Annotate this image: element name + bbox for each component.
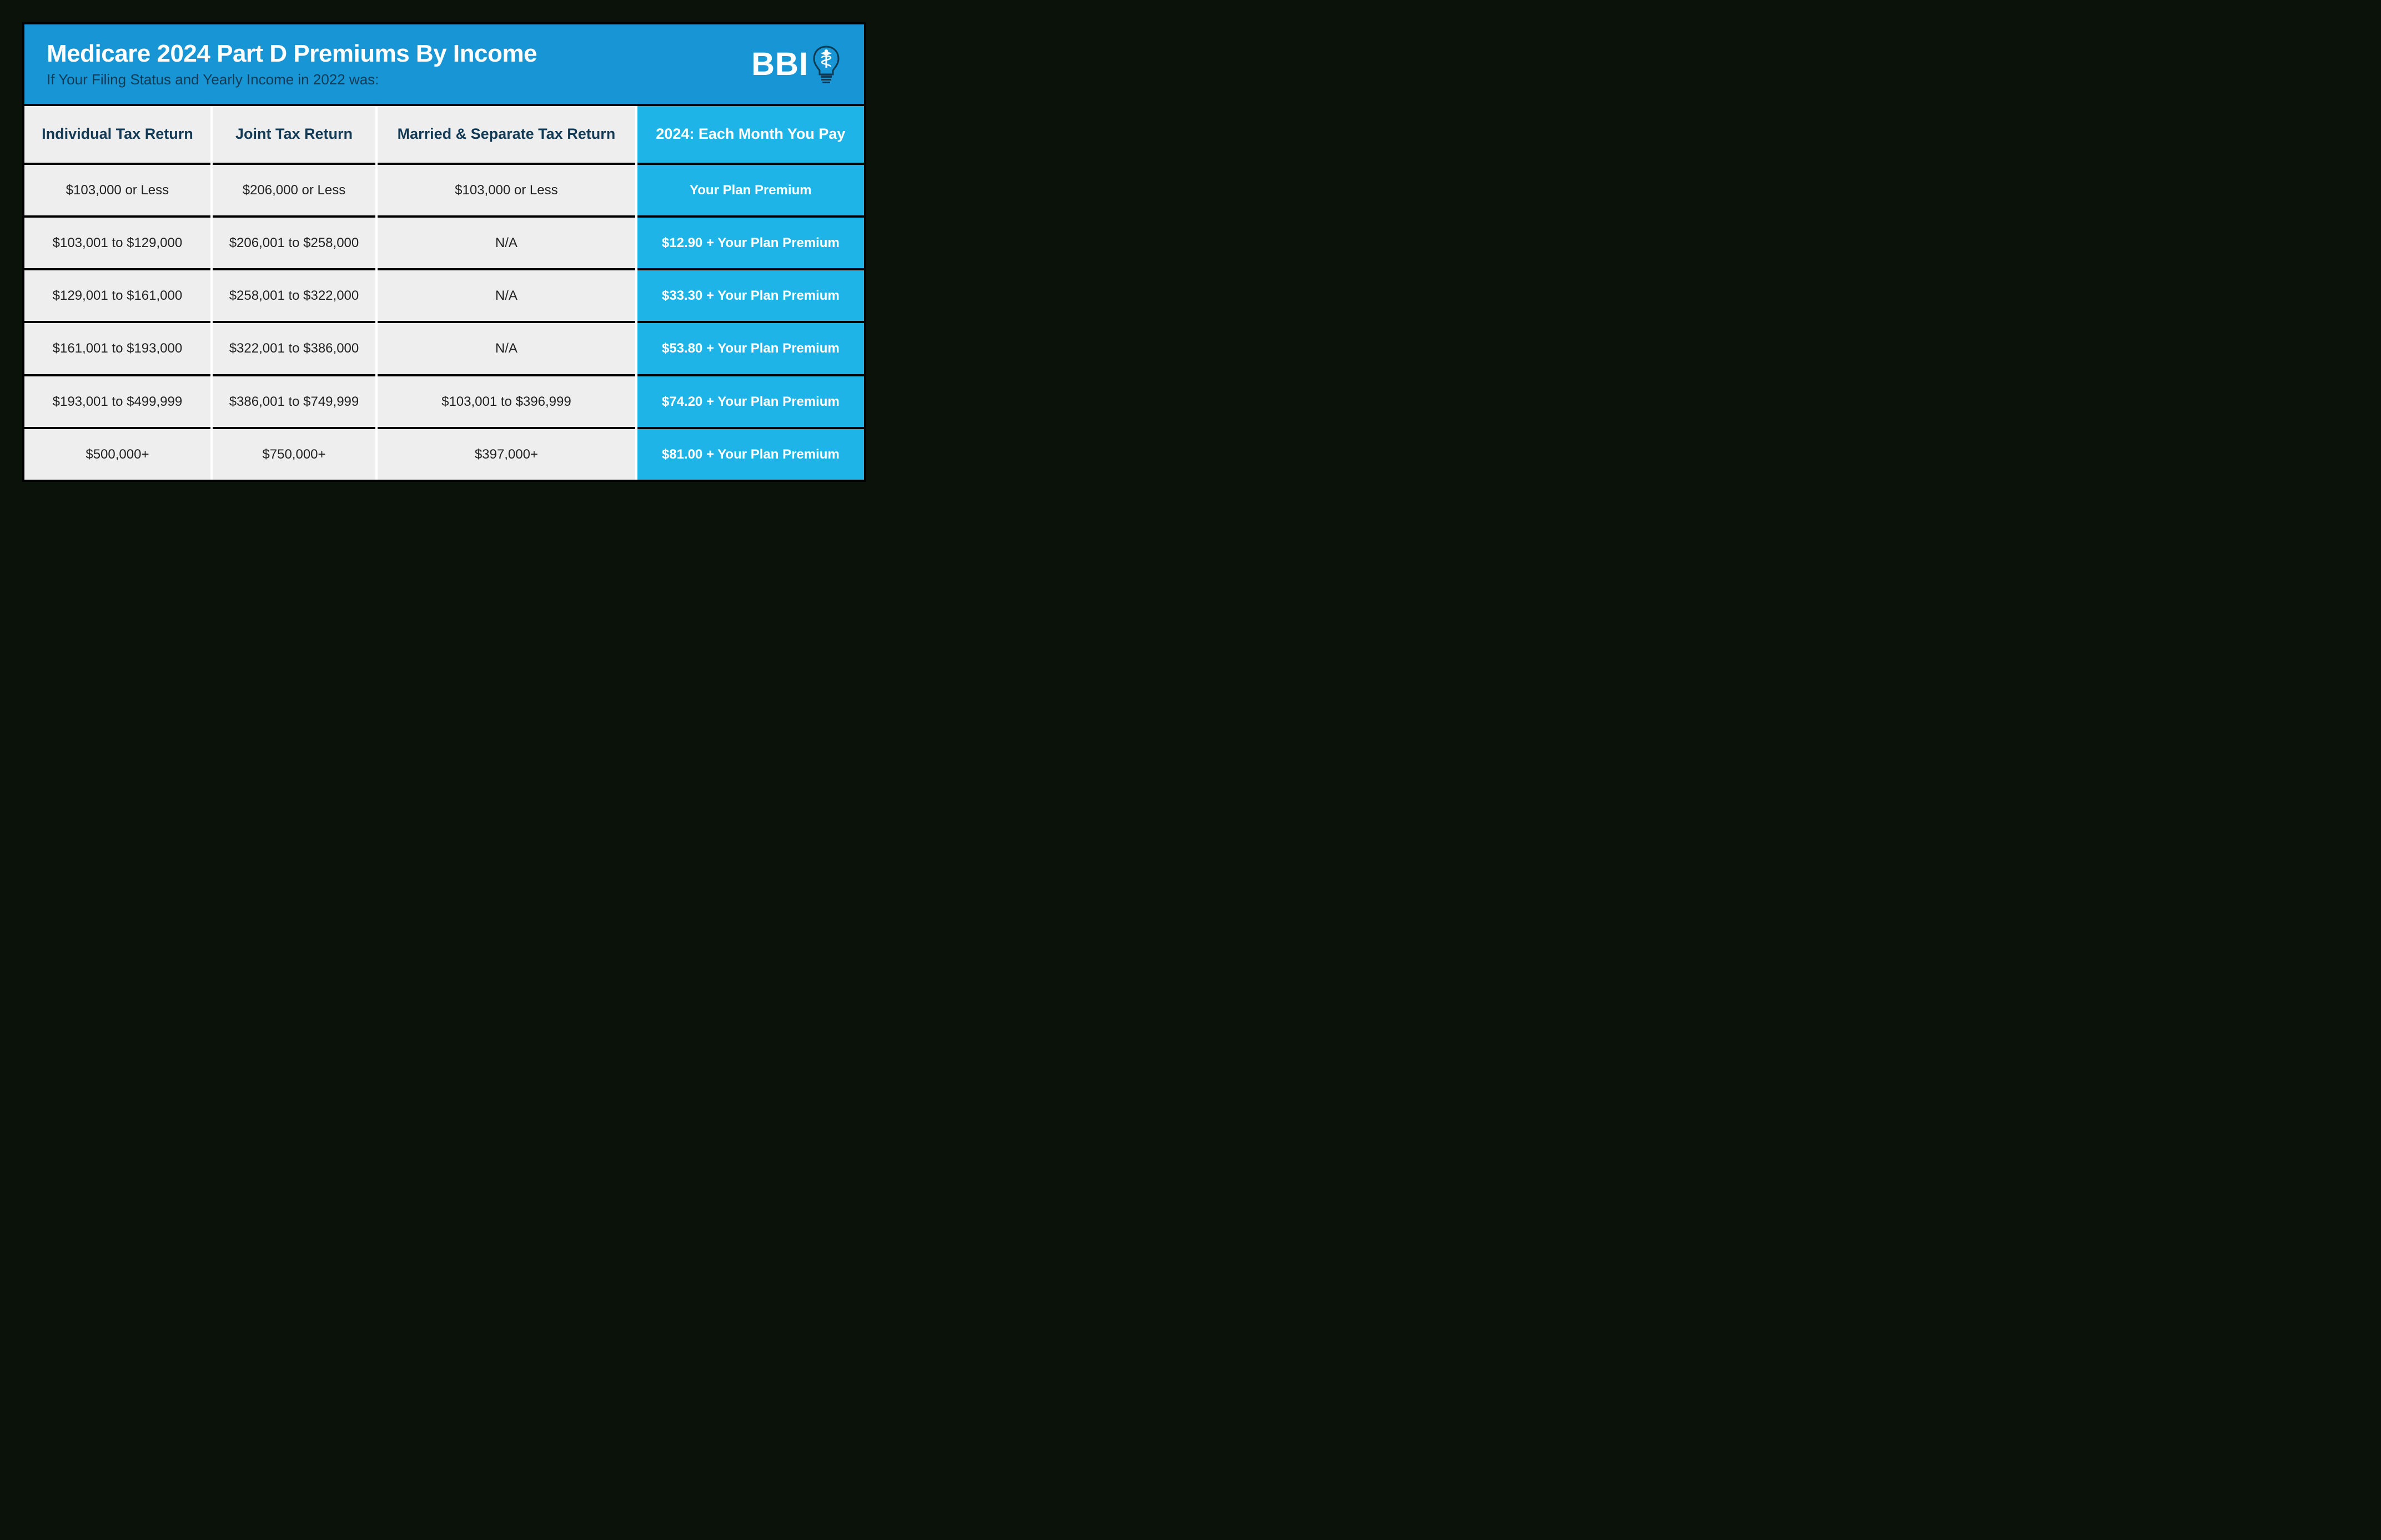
logo-text: BBI [751,46,808,83]
cell: $386,001 to $749,999 [212,375,376,428]
col-monthly-pay: 2024: Each Month You Pay [636,105,864,164]
cell: N/A [376,217,636,269]
cell: $258,001 to $322,000 [212,269,376,322]
table-row: $103,000 or Less $206,000 or Less $103,0… [24,164,864,217]
cell: $103,000 or Less [376,164,636,217]
cell: $103,001 to $129,000 [24,217,212,269]
caduceus-icon [821,49,832,68]
col-married-sep: Married & Separate Tax Return [376,105,636,164]
cell: $500,000+ [24,428,212,480]
cell: $103,000 or Less [24,164,212,217]
title: Medicare 2024 Part D Premiums By Income [47,40,751,68]
table-row: $103,001 to $129,000 $206,001 to $258,00… [24,217,864,269]
pay-cell: $12.90 + Your Plan Premium [636,217,864,269]
header: Medicare 2024 Part D Premiums By Income … [24,24,864,104]
cell: N/A [376,269,636,322]
cell: $129,001 to $161,000 [24,269,212,322]
table-body: $103,000 or Less $206,000 or Less $103,0… [24,164,864,480]
pay-cell: $81.00 + Your Plan Premium [636,428,864,480]
cell: $161,001 to $193,000 [24,322,212,375]
pay-cell: $74.20 + Your Plan Premium [636,375,864,428]
logo: BBI [751,44,842,84]
cell: N/A [376,322,636,375]
premium-table: Individual Tax Return Joint Tax Return M… [24,104,864,480]
cell: $750,000+ [212,428,376,480]
subtitle: If Your Filing Status and Yearly Income … [47,71,751,88]
pay-cell: Your Plan Premium [636,164,864,217]
header-text: Medicare 2024 Part D Premiums By Income … [47,40,751,88]
col-individual: Individual Tax Return [24,105,212,164]
table-row: $161,001 to $193,000 $322,001 to $386,00… [24,322,864,375]
table-row: $193,001 to $499,999 $386,001 to $749,99… [24,375,864,428]
table-row: $500,000+ $750,000+ $397,000+ $81.00 + Y… [24,428,864,480]
cell: $397,000+ [376,428,636,480]
table-header-row: Individual Tax Return Joint Tax Return M… [24,105,864,164]
cell: $193,001 to $499,999 [24,375,212,428]
cell: $206,001 to $258,000 [212,217,376,269]
cell: $103,001 to $396,999 [376,375,636,428]
cell: $322,001 to $386,000 [212,322,376,375]
table-row: $129,001 to $161,000 $258,001 to $322,00… [24,269,864,322]
lightbulb-icon [811,44,842,84]
pay-cell: $33.30 + Your Plan Premium [636,269,864,322]
col-joint: Joint Tax Return [212,105,376,164]
premium-table-card: Medicare 2024 Part D Premiums By Income … [22,22,866,482]
pay-cell: $53.80 + Your Plan Premium [636,322,864,375]
cell: $206,000 or Less [212,164,376,217]
